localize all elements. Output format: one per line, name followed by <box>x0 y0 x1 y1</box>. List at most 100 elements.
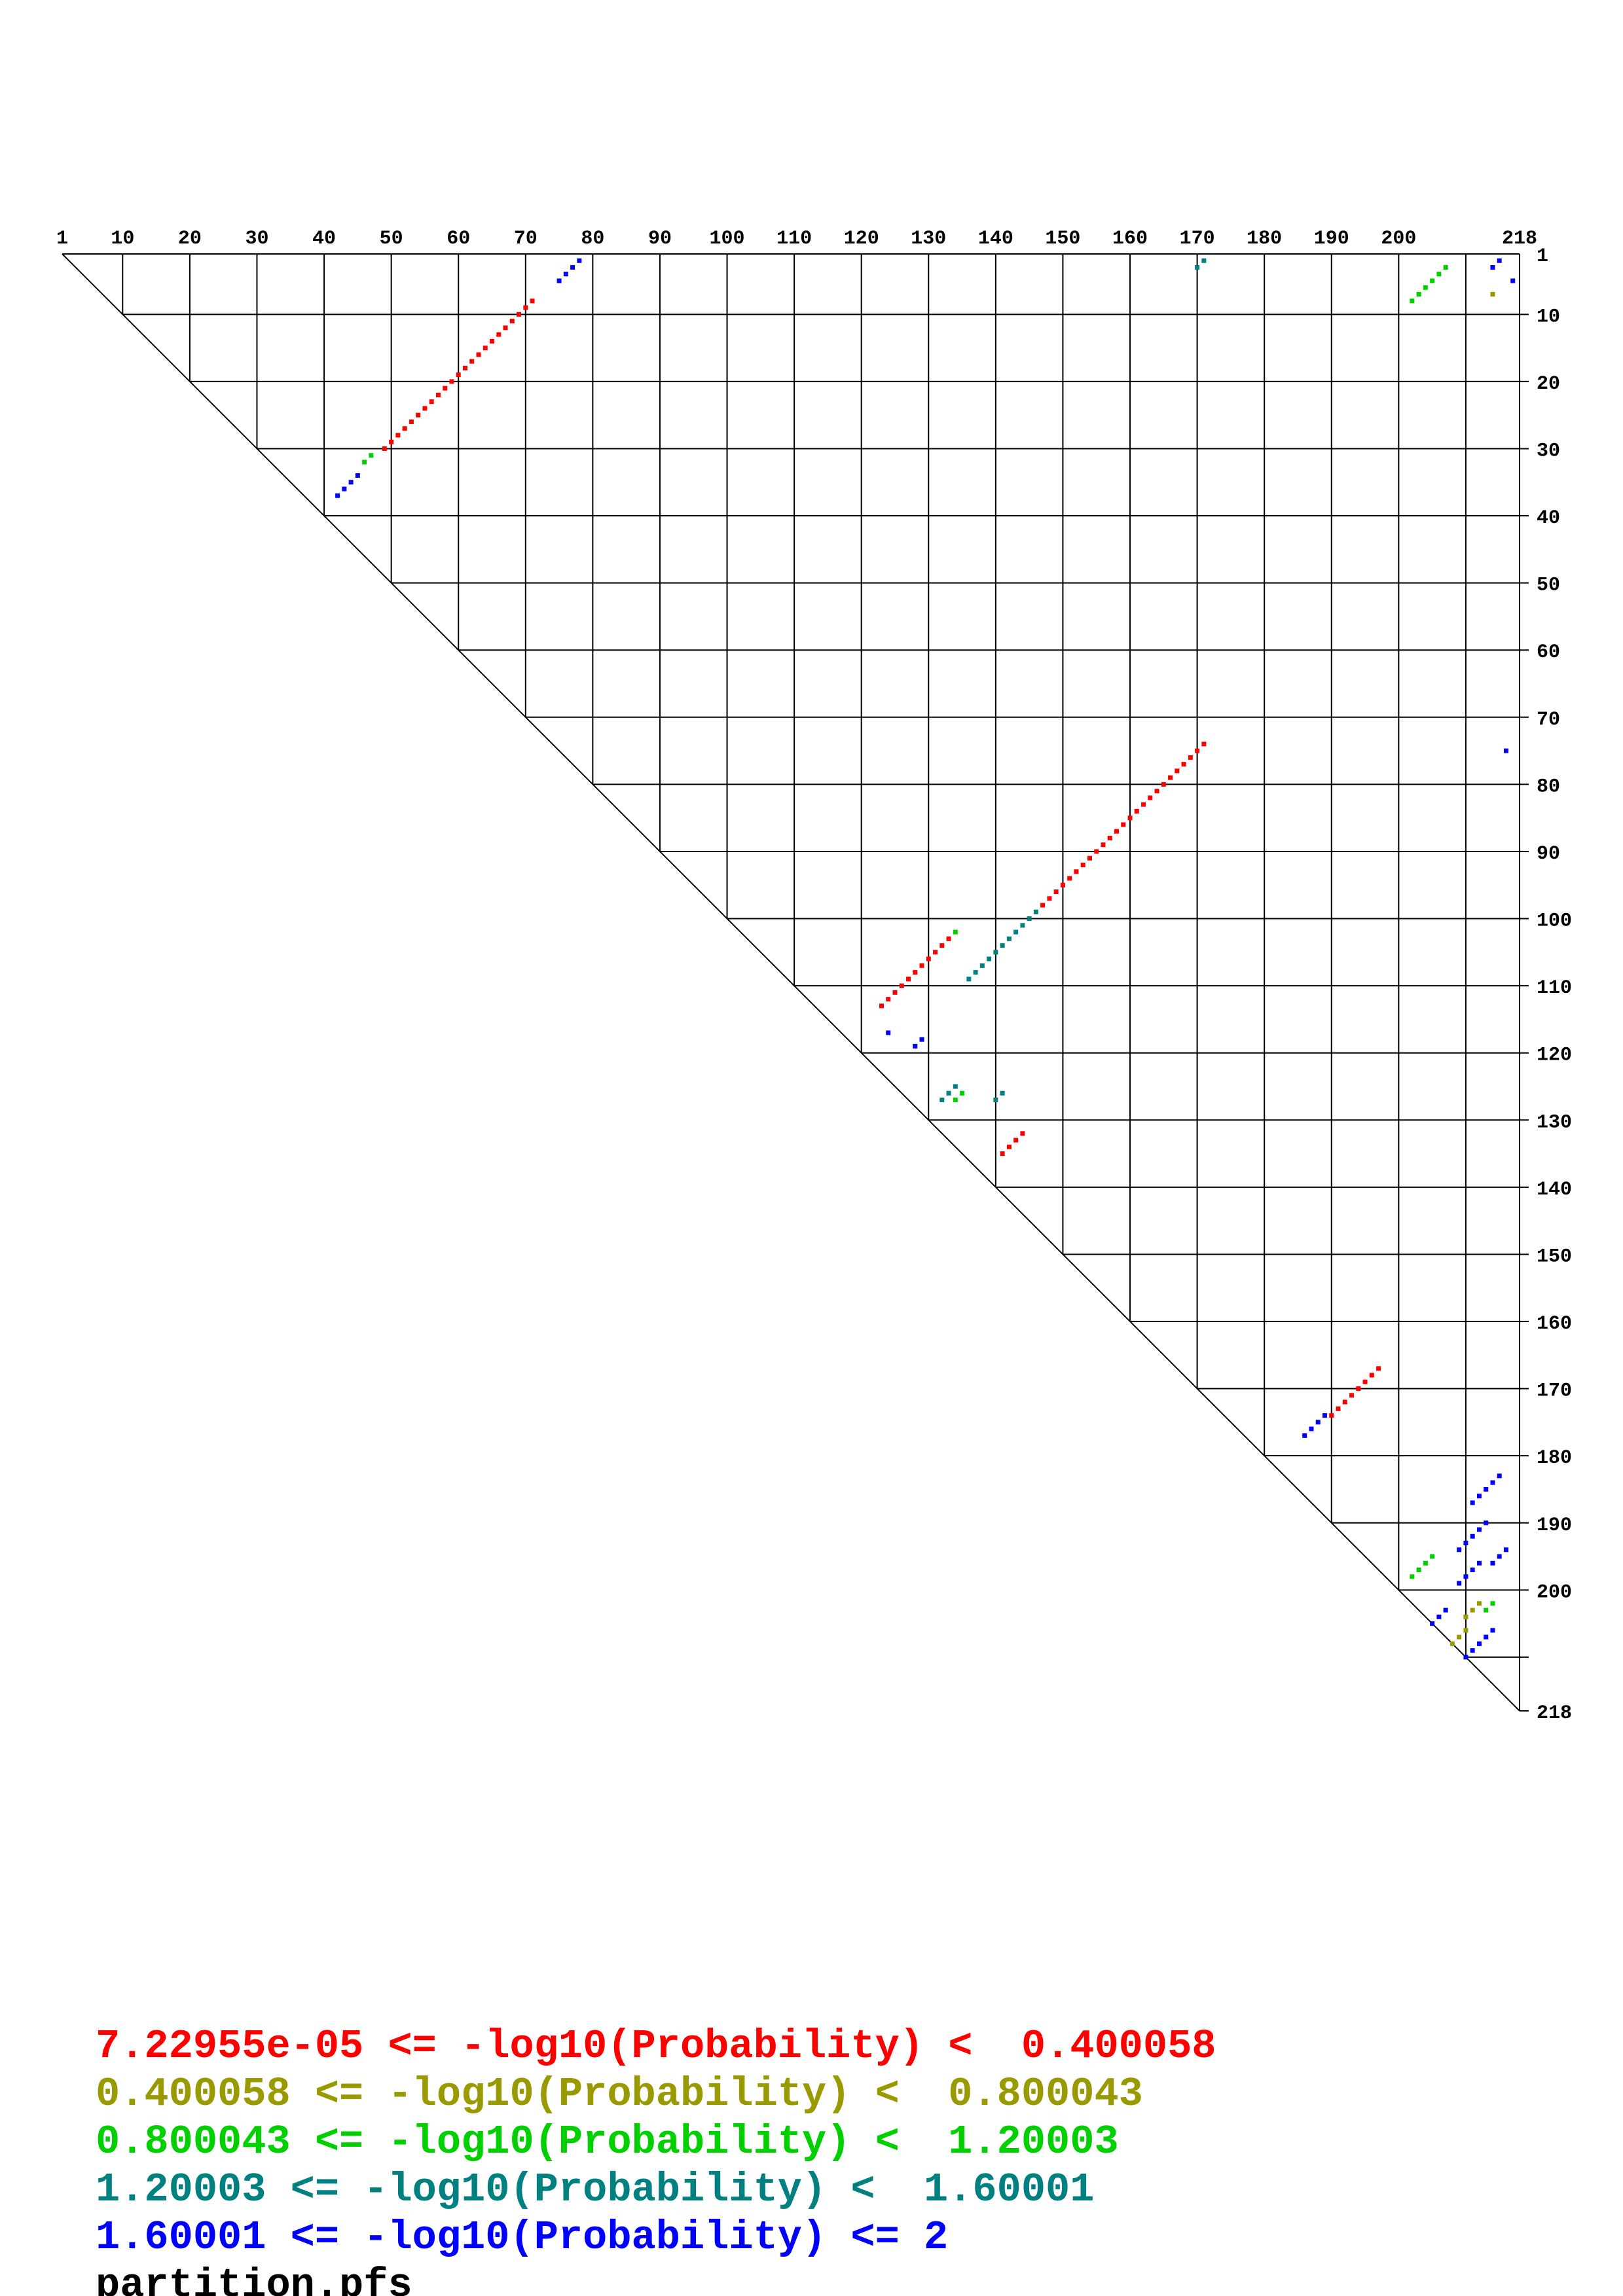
probability-dot <box>1463 1628 1468 1633</box>
probability-dot <box>1416 292 1421 297</box>
y-tick-label: 10 <box>1537 306 1560 328</box>
probability-dot <box>913 1043 918 1049</box>
probability-dot <box>1490 1628 1495 1633</box>
y-tick-label: 170 <box>1537 1380 1572 1403</box>
probability-dot-plot: 1110102020303040405050606070708080909010… <box>56 228 1572 1725</box>
y-tick-label: 180 <box>1537 1447 1572 1469</box>
probability-dot <box>1436 1614 1442 1619</box>
probability-dot <box>1013 929 1019 935</box>
y-tick-label: 1 <box>1537 245 1548 268</box>
probability-dot <box>1470 1500 1475 1505</box>
probability-dot <box>1087 855 1092 861</box>
probability-dot <box>1476 1494 1482 1499</box>
probability-dot <box>1443 265 1448 270</box>
probability-dot <box>913 970 918 975</box>
probability-dot <box>1484 1607 1489 1613</box>
probability-dot <box>926 956 931 961</box>
probability-dot <box>1430 1621 1435 1626</box>
probability-dot <box>1457 1634 1462 1640</box>
probability-dot <box>1416 1568 1421 1573</box>
probability-dot <box>456 372 461 378</box>
probability-dot <box>469 359 475 364</box>
probability-dot <box>1356 1386 1361 1391</box>
y-tick-label: 130 <box>1537 1111 1572 1134</box>
probability-dot <box>1450 1641 1455 1646</box>
x-tick-label: 110 <box>776 228 812 250</box>
x-tick-label: 1 <box>56 228 68 250</box>
probability-dot <box>530 298 535 304</box>
probability-dot <box>1175 768 1180 774</box>
probability-dot <box>1101 842 1106 848</box>
probability-dot <box>1047 896 1052 901</box>
y-tick-label: 140 <box>1537 1179 1572 1201</box>
probability-dot <box>416 412 421 418</box>
probability-dot <box>1201 258 1207 263</box>
probability-dot <box>1074 869 1079 874</box>
probability-dot <box>879 1003 884 1009</box>
probability-dot <box>886 1030 891 1035</box>
x-tick-label: 180 <box>1247 228 1282 250</box>
legend-line-teal: 1.20003 <= -log10(Probability) < 1.60001 <box>96 2166 1095 2213</box>
probability-dot <box>939 943 945 948</box>
probability-dot <box>577 258 582 263</box>
probability-dot <box>993 950 998 955</box>
probability-dot <box>409 419 414 424</box>
x-tick-label: 50 <box>380 228 403 250</box>
probability-dot <box>1060 882 1065 888</box>
x-tick-label: 140 <box>978 228 1013 250</box>
probability-dot <box>1121 822 1126 827</box>
y-tick-label: 190 <box>1537 1515 1572 1537</box>
probability-dot <box>1020 1131 1025 1136</box>
probability-dot <box>1463 1574 1468 1579</box>
probability-dot <box>1430 1554 1435 1559</box>
y-tick-label: 90 <box>1537 843 1560 865</box>
probability-dot <box>476 352 481 357</box>
probability-dot <box>1463 1614 1468 1619</box>
y-tick-label: 30 <box>1537 440 1560 462</box>
probability-dot <box>1503 748 1508 753</box>
x-tick-label: 150 <box>1045 228 1080 250</box>
y-tick-label: 40 <box>1537 507 1560 529</box>
probability-dot <box>993 1098 998 1103</box>
probability-dot <box>348 480 354 485</box>
probability-dot <box>1457 1547 1462 1552</box>
probability-dot <box>1329 1413 1334 1418</box>
y-tick-label: 20 <box>1537 373 1560 395</box>
probability-dot <box>1181 762 1186 767</box>
probability-dot <box>1463 1541 1468 1546</box>
probability-dot <box>1484 1520 1489 1526</box>
x-tick-label: 60 <box>447 228 470 250</box>
probability-dot <box>1410 1574 1415 1579</box>
probability-dot <box>435 392 441 397</box>
probability-dot <box>503 325 508 331</box>
y-tick-label: 120 <box>1537 1045 1572 1067</box>
probability-dot <box>1476 1560 1482 1566</box>
probability-dot <box>979 963 985 968</box>
probability-dot <box>1410 298 1415 304</box>
probability-dot <box>429 399 434 404</box>
x-tick-label: 10 <box>111 228 134 250</box>
probability-dot <box>1315 1420 1321 1425</box>
probability-dot <box>1497 1473 1502 1479</box>
y-tick-label: 200 <box>1537 1581 1572 1604</box>
x-tick-label: 200 <box>1381 228 1416 250</box>
probability-dot <box>1127 816 1133 821</box>
probability-dot <box>1322 1413 1328 1418</box>
probability-dot <box>443 386 448 391</box>
x-tick-label: 130 <box>911 228 946 250</box>
y-tick-label: 60 <box>1537 641 1560 664</box>
y-tick-label: 150 <box>1537 1246 1572 1268</box>
probability-dot <box>1013 1138 1019 1143</box>
probability-dot <box>1463 1655 1468 1660</box>
probability-dot <box>1154 789 1159 794</box>
probability-dot <box>342 486 347 492</box>
probability-dot <box>490 338 495 344</box>
x-tick-label: 160 <box>1112 228 1148 250</box>
y-tick-label: 110 <box>1537 977 1572 999</box>
y-tick-label: 160 <box>1537 1313 1572 1335</box>
probability-dot <box>496 332 501 337</box>
y-tick-label: 50 <box>1537 575 1560 597</box>
legend-line-red: 7.22955e-05 <= -log10(Probability) < 0.4… <box>96 2023 1216 2070</box>
probability-dot <box>1188 755 1193 760</box>
probability-dot <box>899 983 904 988</box>
